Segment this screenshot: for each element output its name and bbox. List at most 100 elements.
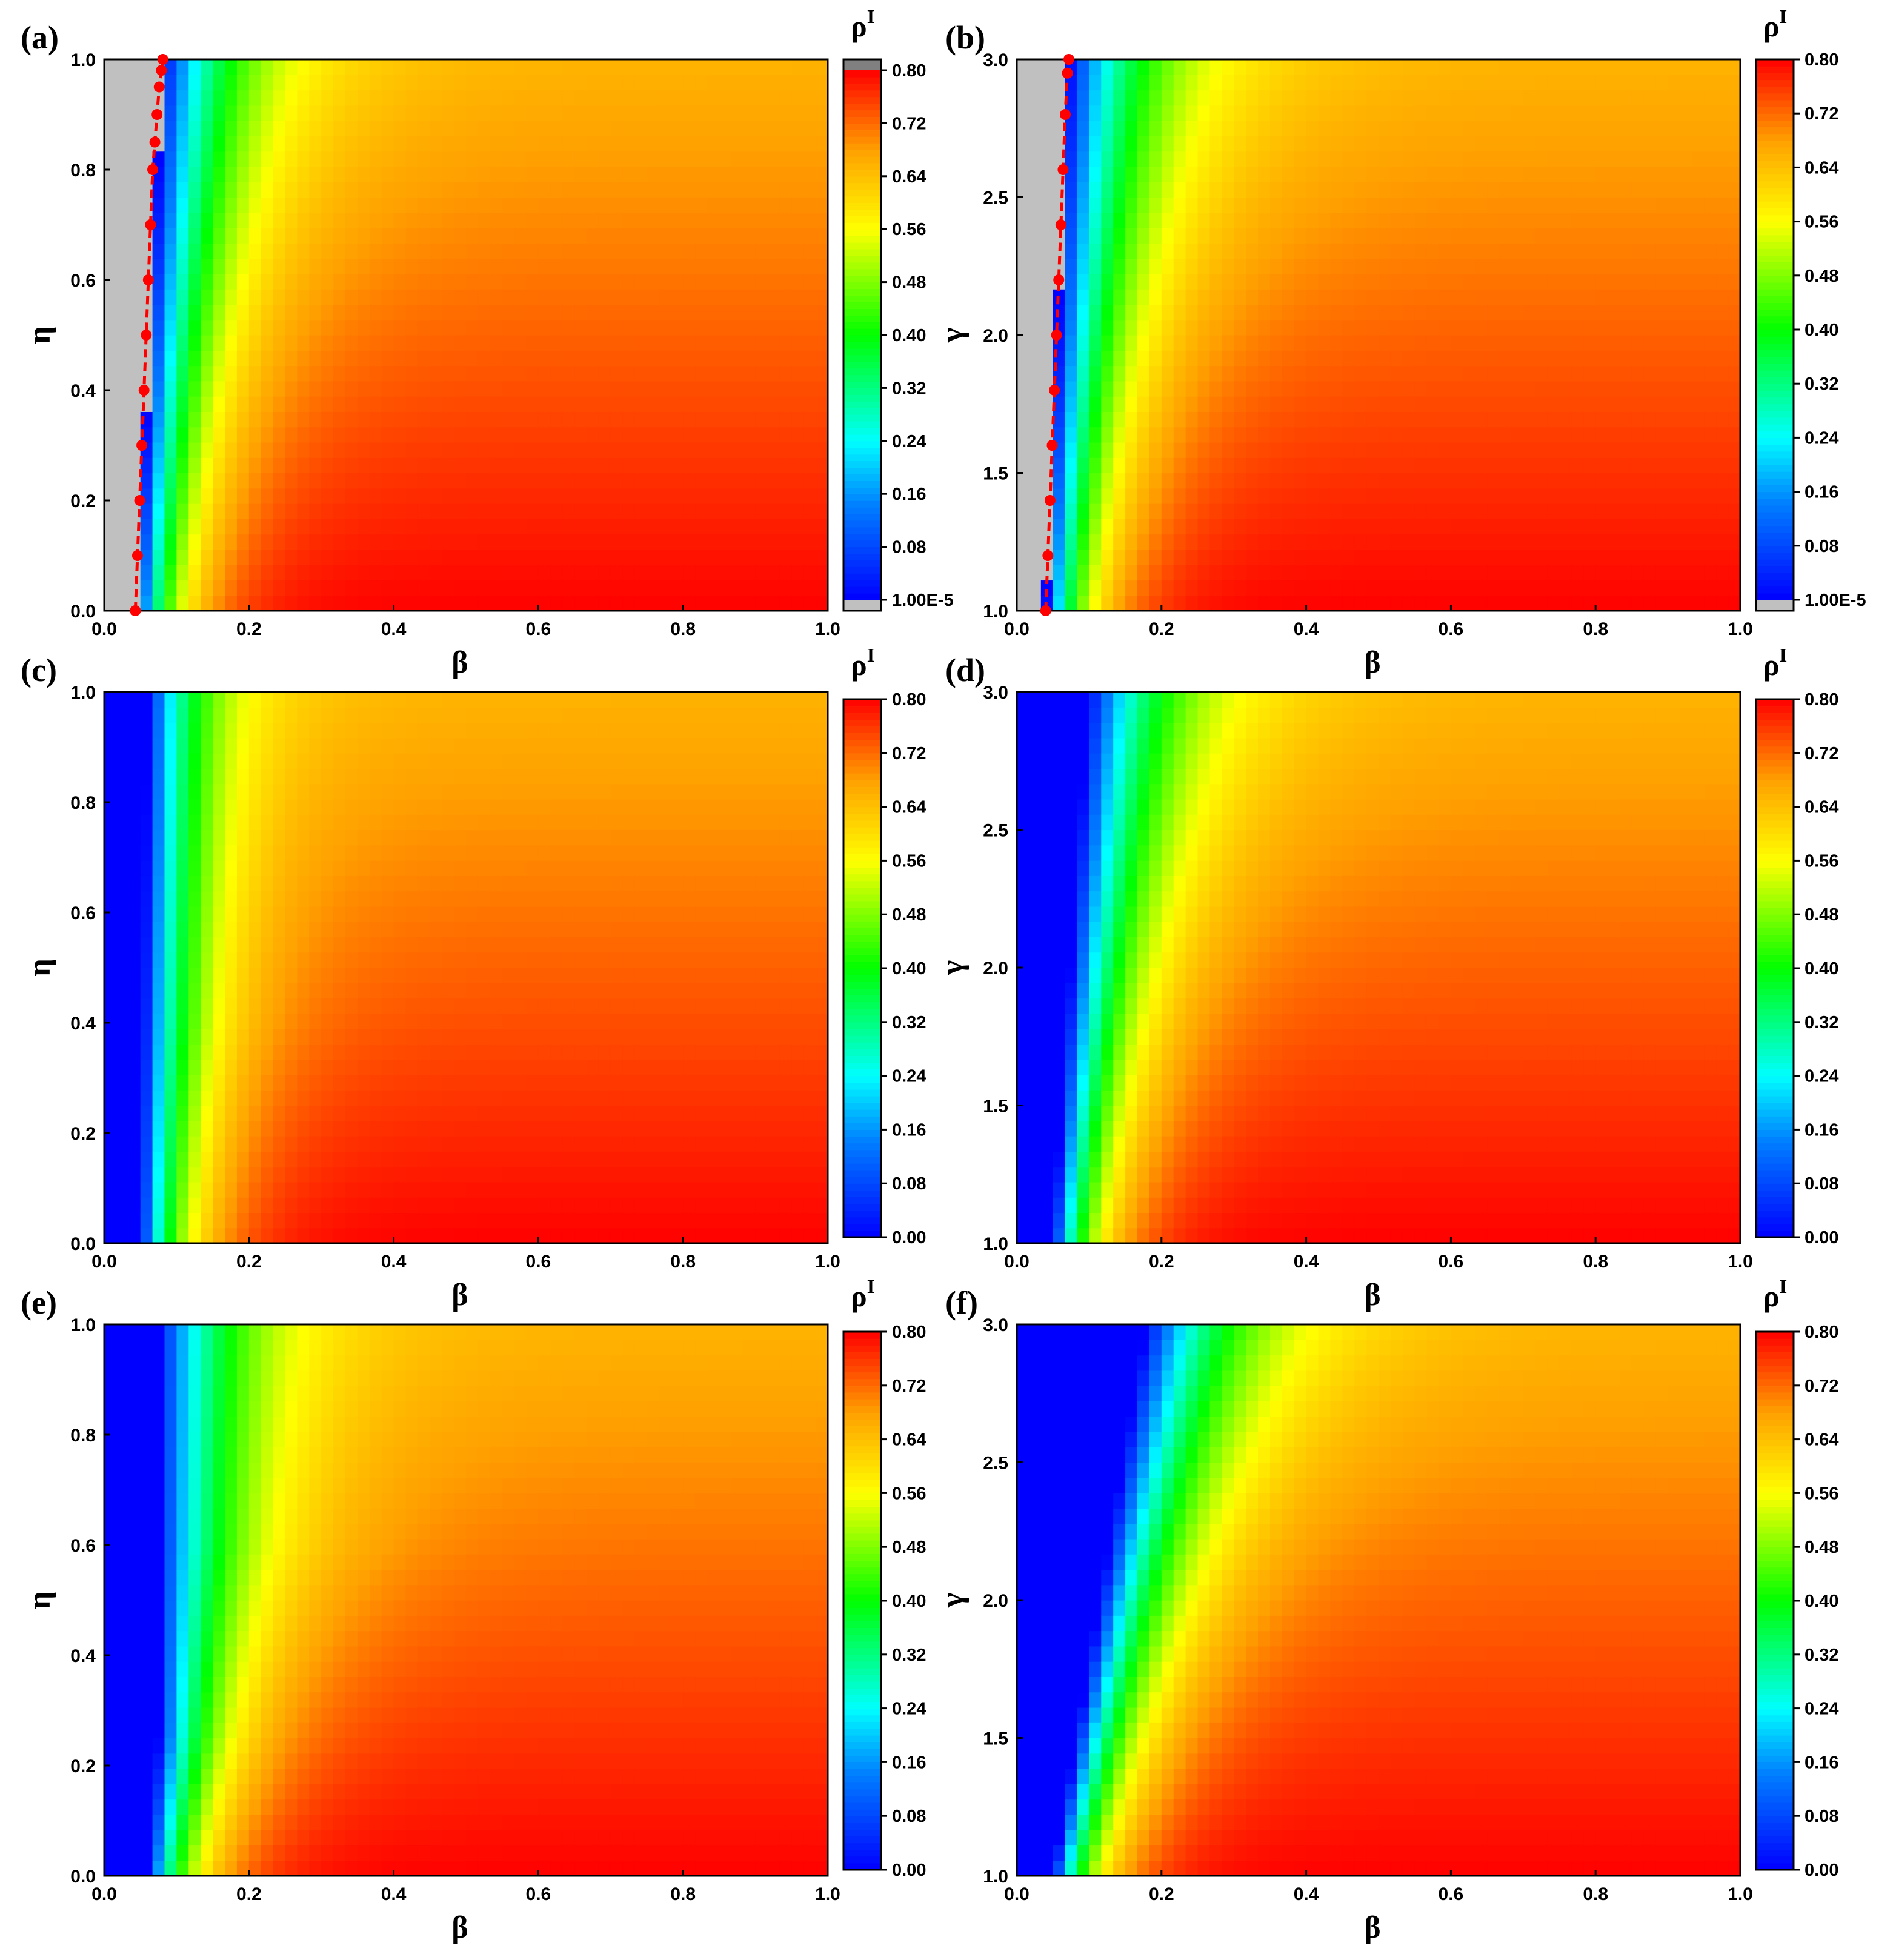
heatmap-cell [695, 396, 708, 412]
heatmap-cell [393, 228, 407, 244]
heatmap-cell [1451, 350, 1463, 367]
heatmap-cell [188, 1074, 201, 1091]
heatmap-cell [1173, 166, 1186, 182]
heatmap-cell [1390, 380, 1403, 397]
heatmap-cell [273, 151, 286, 167]
heatmap-cell [1366, 350, 1379, 367]
heatmap-cell [1451, 121, 1463, 136]
heatmap-cell [1173, 90, 1186, 106]
heatmap-cell [647, 488, 659, 504]
colorbar-segment [1756, 404, 1794, 411]
heatmap-cell [1294, 304, 1307, 321]
heatmap-cell [1439, 565, 1451, 581]
heatmap-cell [297, 365, 310, 382]
heatmap-cell [1258, 273, 1271, 290]
heatmap-cell [1089, 59, 1102, 75]
heatmap-cell [1680, 90, 1692, 106]
heatmap-cell [1463, 75, 1475, 91]
heatmap-cell [1366, 182, 1379, 198]
heatmap-cell [285, 105, 298, 121]
heatmap-cell [695, 121, 708, 136]
heatmap-cell [1583, 151, 1596, 167]
heatmap-cell [1511, 335, 1524, 351]
heatmap-cell [574, 335, 587, 351]
threshold-point [1055, 219, 1066, 230]
heatmap-cell [116, 365, 129, 382]
heatmap-cell [1451, 519, 1463, 535]
heatmap-cell [140, 1181, 153, 1198]
heatmap-cell [1354, 243, 1367, 259]
heatmap-cell [1390, 565, 1403, 581]
heatmap-cell [1258, 427, 1271, 443]
heatmap-cell [1620, 304, 1632, 321]
heatmap-cell [152, 783, 165, 800]
heatmap-cell [490, 105, 503, 121]
heatmap-cell [767, 519, 780, 535]
heatmap-cell [1258, 304, 1271, 321]
heatmap-cell [587, 228, 599, 244]
heatmap-cell [1294, 59, 1307, 75]
y-tick-label: 0.6 [70, 271, 96, 291]
heatmap-cell [1511, 258, 1524, 274]
heatmap-cell [587, 90, 599, 106]
heatmap-cell [1209, 182, 1222, 198]
colorbar-segment [843, 242, 881, 250]
heatmap-cell [430, 212, 442, 228]
heatmap-cell [1728, 565, 1741, 581]
heatmap-cell [454, 243, 467, 259]
colorbar-segment [843, 103, 881, 111]
heatmap-cell [514, 519, 527, 535]
heatmap-cell [550, 121, 563, 136]
heatmap-cell [1149, 580, 1162, 596]
heatmap-cell [743, 105, 756, 121]
heatmap-cell [550, 151, 563, 167]
heatmap-cell [719, 534, 732, 550]
threshold-point [1062, 67, 1073, 79]
heatmap-cell [1222, 595, 1234, 611]
heatmap-cell [430, 182, 442, 198]
heatmap-cell [213, 998, 225, 1014]
heatmap-cell [1390, 151, 1403, 167]
heatmap-cell [659, 335, 671, 351]
heatmap-cell [695, 380, 708, 397]
heatmap-cell [1547, 75, 1560, 91]
heatmap-cell [610, 212, 624, 228]
heatmap-cell [1559, 580, 1572, 596]
heatmap-cell [273, 228, 286, 244]
heatmap-cell [1487, 228, 1500, 244]
heatmap-cell [1475, 380, 1488, 397]
heatmap-cell [671, 534, 684, 550]
heatmap-cell [1222, 243, 1234, 259]
heatmap-cell [1379, 212, 1391, 228]
heatmap-cell [1655, 151, 1669, 167]
heatmap-cell [1125, 427, 1138, 443]
heatmap-cell [791, 595, 804, 611]
heatmap-cell [116, 1013, 129, 1029]
heatmap-cell [104, 442, 117, 458]
heatmap-cell [261, 136, 274, 152]
heatmap-cell [1499, 90, 1512, 106]
heatmap-cell [791, 442, 804, 458]
heatmap-cell [574, 151, 587, 167]
heatmap-cell [1571, 258, 1584, 274]
heatmap-cell [1655, 90, 1669, 106]
heatmap-cell [671, 380, 684, 397]
heatmap-cell [1366, 473, 1379, 489]
heatmap-cell [1028, 319, 1042, 336]
heatmap-cell [345, 258, 358, 274]
heatmap-cell [707, 442, 720, 458]
heatmap-cell [1137, 335, 1150, 351]
heatmap-cell [803, 258, 816, 274]
heatmap-cell [1379, 258, 1391, 274]
heatmap-cell [610, 228, 624, 244]
heatmap-cell [1269, 411, 1283, 428]
heatmap-cell [1234, 273, 1246, 290]
heatmap-cell [466, 503, 479, 519]
heatmap-cell [1426, 151, 1440, 167]
heatmap-cell [261, 580, 274, 596]
heatmap-cell [201, 182, 213, 198]
heatmap-cell [1571, 380, 1584, 397]
heatmap-cell [755, 427, 768, 443]
heatmap-cell [248, 289, 262, 305]
heatmap-cell [477, 121, 491, 136]
